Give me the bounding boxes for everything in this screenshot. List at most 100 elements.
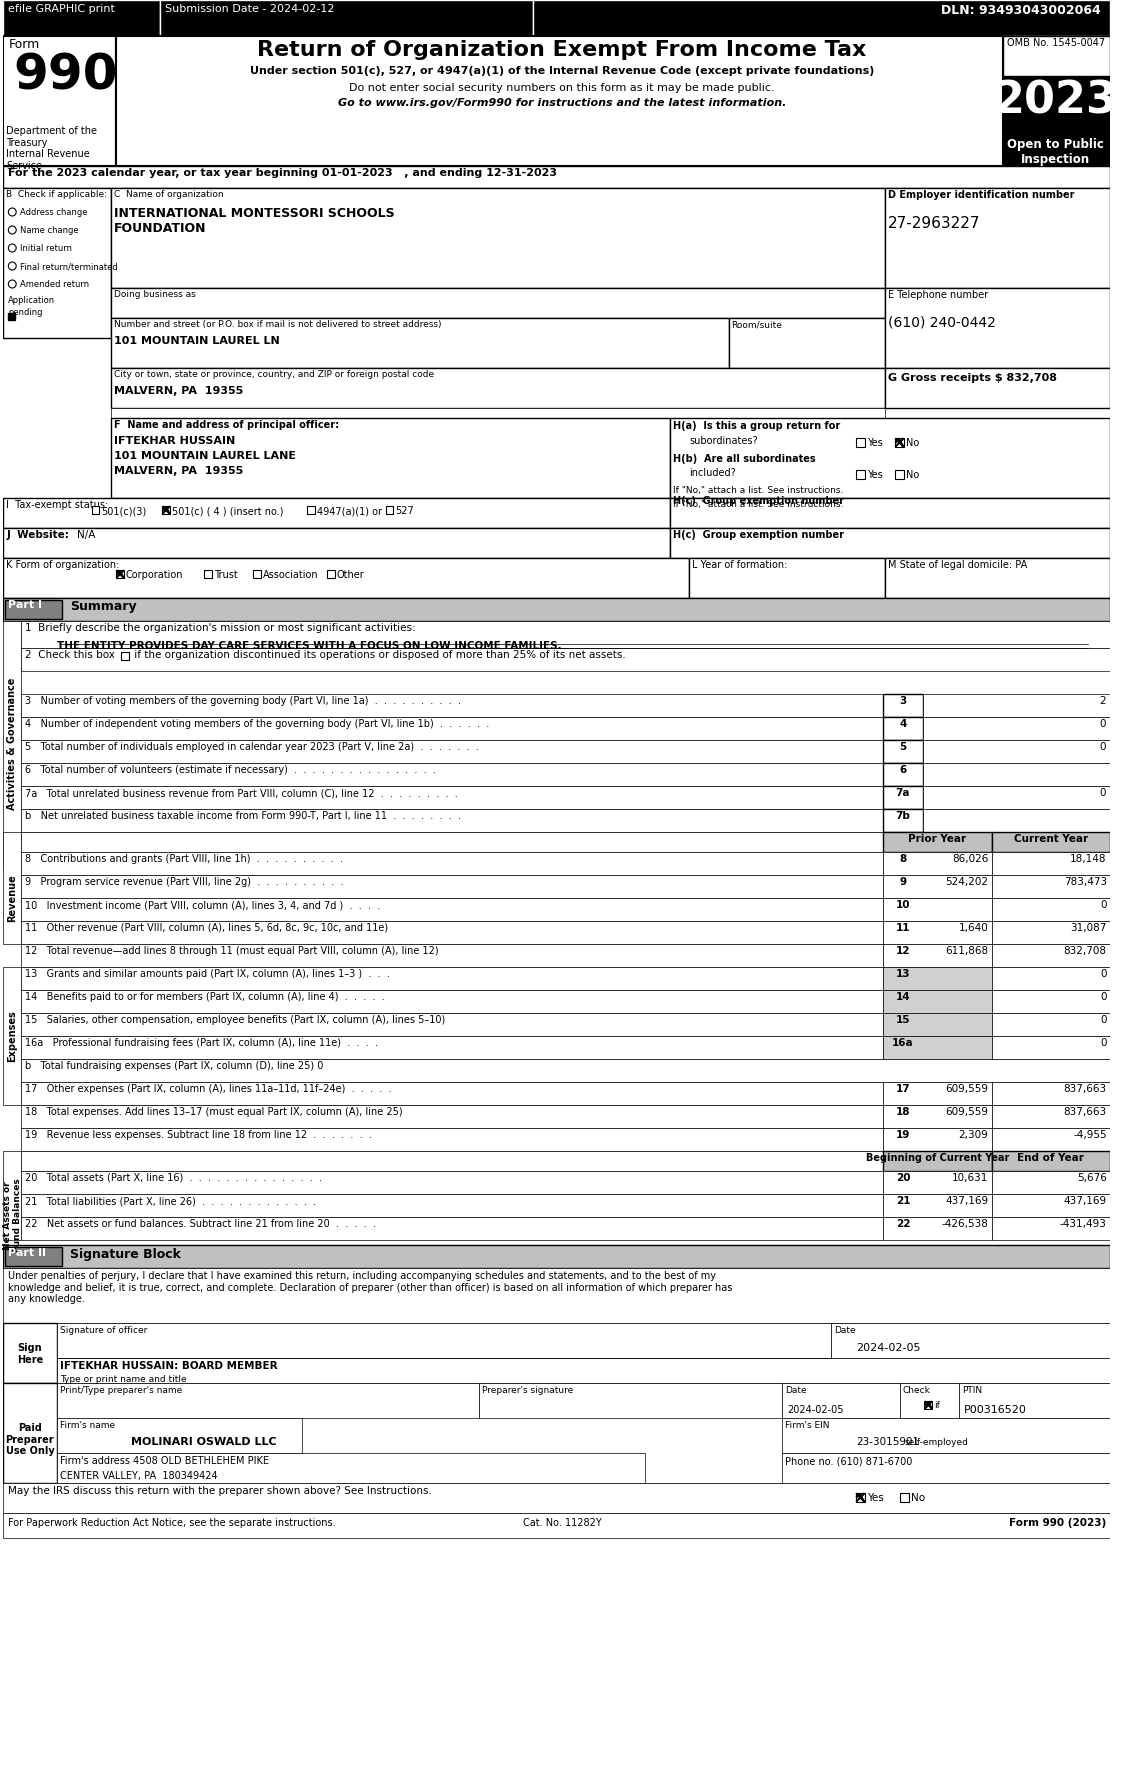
Bar [883, 897, 992, 922]
Bar [112, 187, 885, 288]
Text: Initial return: Initial return [20, 244, 72, 253]
Bar [3, 1268, 1110, 1323]
Bar [21, 832, 883, 851]
Text: If "No," attach a list. See instructions.: If "No," attach a list. See instructions… [673, 500, 843, 509]
Bar [21, 1083, 883, 1106]
Text: (610) 240-0442: (610) 240-0442 [889, 316, 996, 330]
Text: 23-3015901: 23-3015901 [856, 1438, 919, 1446]
Text: Date: Date [786, 1386, 807, 1395]
Bar [883, 1171, 992, 1194]
Text: Firm's address 4508 OLD BETHLEHEM PIKE: Firm's address 4508 OLD BETHLEHEM PIKE [60, 1455, 270, 1466]
Bar [3, 1513, 1110, 1538]
Bar [883, 1037, 992, 1060]
Text: Yes: Yes [867, 438, 883, 449]
Bar [669, 528, 1110, 558]
Bar [3, 35, 116, 166]
Bar [112, 288, 885, 318]
Bar [121, 652, 129, 660]
Circle shape [8, 261, 16, 270]
Bar [3, 498, 669, 528]
Text: Firm's name: Firm's name [60, 1422, 115, 1430]
Bar [307, 507, 315, 514]
Bar [669, 419, 1110, 498]
Bar [922, 740, 1110, 763]
Text: No: No [905, 470, 919, 480]
Text: Under penalties of perjury, I declare that I have examined this return, includin: Under penalties of perjury, I declare th… [8, 1272, 733, 1305]
Text: pending: pending [8, 307, 43, 318]
Bar [895, 470, 904, 479]
Bar [782, 1453, 1110, 1483]
Bar [883, 874, 992, 897]
Bar [3, 1151, 21, 1240]
Text: Under section 501(c), 527, or 4947(a)(1) of the Internal Revenue Code (except pr: Under section 501(c), 527, or 4947(a)(1)… [250, 65, 874, 76]
Text: Part I: Part I [8, 600, 43, 609]
Bar [1003, 76, 1110, 136]
Text: Application: Application [8, 297, 55, 306]
Bar [386, 507, 393, 514]
Text: Form 990 (2023): Form 990 (2023) [1008, 1519, 1105, 1528]
Bar [885, 367, 1110, 408]
Bar [992, 968, 1110, 991]
Text: 4947(a)(1) or: 4947(a)(1) or [317, 507, 382, 516]
Bar [3, 166, 1110, 187]
Bar [883, 1128, 992, 1151]
Bar [883, 1151, 992, 1171]
Text: Final return/terminated: Final return/terminated [20, 261, 117, 270]
Bar [21, 648, 1110, 671]
Text: For the 2023 calendar year, or tax year beginning 01-01-2023   , and ending 12-3: For the 2023 calendar year, or tax year … [8, 168, 558, 178]
Text: DLN: 93493043002064: DLN: 93493043002064 [942, 4, 1101, 18]
Text: 18   Total expenses. Add lines 13–17 (must equal Part IX, column (A), line 25): 18 Total expenses. Add lines 13–17 (must… [25, 1107, 403, 1118]
Bar [253, 570, 261, 577]
Text: Return of Organization Exempt From Income Tax: Return of Organization Exempt From Incom… [257, 41, 867, 60]
Text: 5,676: 5,676 [1077, 1173, 1106, 1183]
Bar [992, 874, 1110, 897]
Text: 13: 13 [895, 970, 910, 978]
Text: 18,148: 18,148 [1070, 855, 1106, 864]
Text: No: No [905, 438, 919, 449]
Bar [91, 507, 99, 514]
Bar [58, 1323, 831, 1358]
Bar [883, 968, 992, 991]
Bar [3, 832, 21, 945]
Text: Summary: Summary [70, 600, 137, 613]
Text: PTIN: PTIN [962, 1386, 982, 1395]
Bar [992, 1151, 1110, 1171]
Bar [116, 35, 1003, 166]
Bar [533, 0, 1110, 35]
Text: M State of legal domicile: PA: M State of legal domicile: PA [889, 560, 1027, 570]
Text: City or town, state or province, country, and ZIP or foreign postal code: City or town, state or province, country… [114, 371, 435, 380]
Bar [885, 187, 1110, 288]
Text: 27-2963227: 27-2963227 [889, 215, 981, 231]
Bar [112, 318, 728, 367]
Bar [112, 367, 885, 408]
Text: Do not enter social security numbers on this form as it may be made public.: Do not enter social security numbers on … [349, 83, 774, 94]
Text: Corporation: Corporation [126, 570, 183, 579]
Text: P00316520: P00316520 [964, 1406, 1026, 1415]
Bar [21, 786, 883, 809]
Bar [163, 507, 170, 514]
Text: Go to www.irs.gov/Form990 for instructions and the latest information.: Go to www.irs.gov/Form990 for instructio… [338, 97, 786, 108]
Bar [3, 622, 21, 865]
Circle shape [8, 281, 16, 288]
Text: efile GRAPHIC print: efile GRAPHIC print [8, 4, 115, 14]
Bar [922, 717, 1110, 740]
Text: 837,663: 837,663 [1064, 1084, 1106, 1093]
Text: Revenue: Revenue [7, 874, 17, 922]
Bar [669, 498, 1110, 528]
Text: Type or print name and title: Type or print name and title [60, 1376, 187, 1385]
Bar [992, 1217, 1110, 1240]
Text: 20   Total assets (Part X, line 16)  .  .  .  .  .  .  .  .  .  .  .  .  .  .  .: 20 Total assets (Part X, line 16) . . . … [25, 1173, 322, 1183]
Text: L Year of formation:: L Year of formation: [692, 560, 788, 570]
Text: 21: 21 [895, 1196, 910, 1206]
Text: 101 MOUNTAIN LAUREL LANE: 101 MOUNTAIN LAUREL LANE [114, 450, 296, 461]
Bar [992, 1194, 1110, 1217]
Bar [3, 968, 21, 1106]
Bar [831, 1323, 1110, 1358]
Text: 609,559: 609,559 [945, 1084, 988, 1093]
Bar [21, 968, 883, 991]
Bar [900, 1383, 959, 1418]
Text: 15: 15 [895, 1015, 910, 1024]
Text: 611,868: 611,868 [945, 947, 988, 955]
Bar [925, 1400, 933, 1409]
Bar [883, 740, 922, 763]
